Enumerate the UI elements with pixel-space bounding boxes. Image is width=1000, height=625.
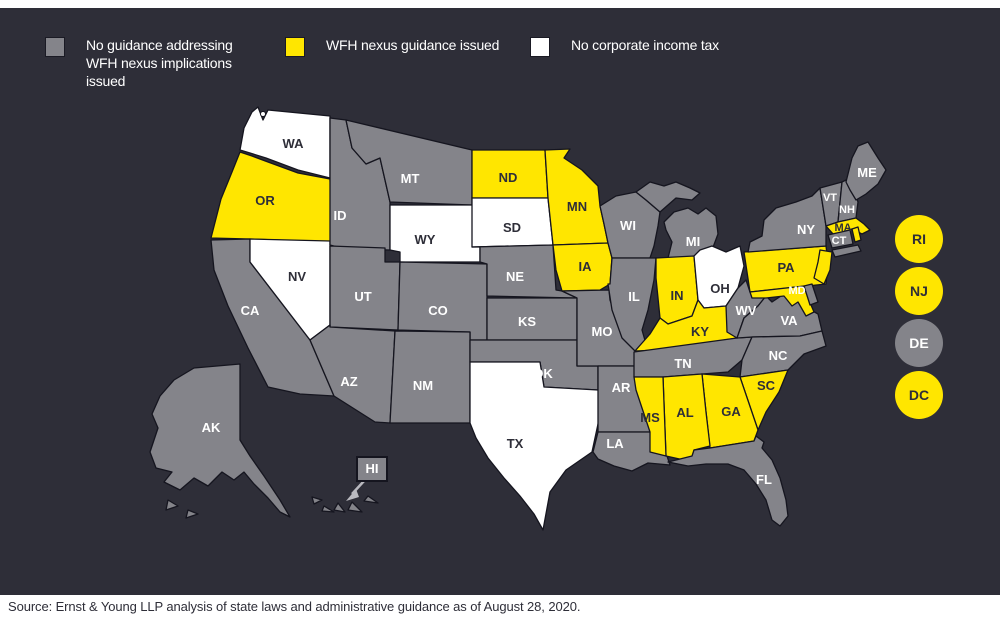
state-NM — [389, 330, 471, 424]
state-label-TN: TN — [674, 356, 691, 371]
legend-item-no-tax: No corporate income tax — [530, 36, 719, 57]
legend-label-guidance-issued: WFH nexus guidance issued — [326, 37, 500, 53]
legend-swatch-gray — [45, 37, 65, 57]
state-UT — [329, 245, 401, 331]
wa-island-dot — [260, 111, 266, 117]
state-label-MS: MS — [640, 410, 660, 425]
state-label-WI: WI — [620, 218, 636, 233]
state-label-CO: CO — [428, 303, 448, 318]
state-label-WA: WA — [283, 136, 305, 151]
state-label-GA: GA — [721, 404, 741, 419]
hawaii-callout-box — [356, 456, 388, 482]
state-DE — [803, 283, 819, 306]
state-label-MD: MD — [788, 285, 805, 297]
state-WA — [239, 106, 331, 179]
hawaii-arrowhead — [346, 489, 359, 501]
state-label-NC: NC — [769, 348, 788, 363]
legend-swatch-white — [530, 37, 550, 57]
state-label-OK: OK — [533, 366, 553, 381]
callout-label-DE: DE — [909, 335, 928, 351]
state-label-KS: KS — [518, 314, 536, 329]
state-label-ME: ME — [857, 165, 877, 180]
state-TX — [469, 361, 605, 531]
state-label-VA: VA — [780, 313, 798, 328]
state-label-SC: SC — [757, 378, 776, 393]
state-label-NH: NH — [839, 204, 855, 216]
state-label-OR: OR — [255, 193, 275, 208]
state-label-NY: NY — [797, 222, 815, 237]
state-shapes — [149, 106, 887, 531]
legend-label-no-tax: No corporate income tax — [571, 37, 719, 53]
bottom-white-strip — [0, 595, 1000, 625]
state-RI — [851, 226, 862, 243]
callout-label-NJ: NJ — [910, 283, 928, 299]
legend-swatch-yellow — [285, 37, 305, 57]
top-white-strip — [0, 0, 1000, 8]
state-label-CT: CT — [832, 235, 847, 247]
state-label-NM: NM — [413, 378, 433, 393]
hawaii-callout: HI — [346, 456, 388, 501]
source-text: Source: Ernst & Young LLP analysis of st… — [8, 599, 581, 614]
state-label-OH: OH — [710, 281, 730, 296]
state-label-MN: MN — [567, 199, 587, 214]
state-NY-long-island — [831, 244, 862, 258]
state-label-CA: CA — [241, 303, 260, 318]
state-labels: WA OR CA NV ID MT WY UT CO AZ NM ND SD N… — [202, 136, 877, 487]
state-label-VT: VT — [823, 192, 837, 204]
state-label-LA: LA — [606, 436, 624, 451]
state-FL — [667, 435, 789, 527]
state-label-WY: WY — [415, 232, 436, 247]
state-MS — [633, 376, 667, 457]
state-label-MO: MO — [592, 324, 613, 339]
small-state-callouts: RI NJ DE DC — [895, 215, 943, 419]
state-label-MI: MI — [686, 234, 700, 249]
state-label-IN: IN — [671, 288, 684, 303]
state-label-AZ: AZ — [340, 374, 357, 389]
state-label-WV: WV — [736, 303, 757, 318]
state-label-FL: FL — [756, 472, 772, 487]
state-label-ID: ID — [334, 208, 347, 223]
state-label-AR: AR — [612, 380, 631, 395]
hawaii-islands — [311, 495, 379, 513]
state-MN — [544, 148, 609, 246]
state-label-ND: ND — [499, 170, 518, 185]
callout-DC: DC — [895, 371, 943, 419]
state-label-AK: AK — [202, 420, 221, 435]
callout-label-DC: DC — [909, 387, 929, 403]
state-AK — [149, 363, 291, 518]
alaska-islets — [165, 499, 199, 519]
state-ME — [845, 141, 887, 201]
legend-item-no-guidance: No guidance addressing WFH nexus implica… — [45, 36, 285, 90]
state-label-AL: AL — [676, 405, 693, 420]
state-label-NV: NV — [288, 269, 306, 284]
state-CO — [397, 261, 488, 341]
callout-RI: RI — [895, 215, 943, 263]
state-MI — [635, 181, 719, 259]
state-label-HI: HI — [366, 461, 379, 476]
state-label-TX: TX — [507, 436, 524, 451]
state-label-KY: KY — [691, 324, 709, 339]
state-WI — [599, 191, 661, 259]
callout-NJ: NJ — [895, 267, 943, 315]
state-label-MA: MA — [834, 222, 851, 234]
state-NY — [747, 187, 827, 253]
state-label-UT: UT — [354, 289, 371, 304]
legend-item-guidance-issued: WFH nexus guidance issued — [285, 36, 499, 57]
state-label-SD: SD — [503, 220, 521, 235]
callout-DE: DE — [895, 319, 943, 367]
state-NJ — [813, 249, 833, 285]
legend-label-no-guidance: No guidance addressing WFH nexus implica… — [86, 37, 233, 89]
state-label-MT: MT — [401, 171, 420, 186]
state-label-NE: NE — [506, 269, 524, 284]
state-NC — [739, 330, 827, 378]
state-CT — [827, 229, 854, 249]
state-label-IL: IL — [628, 289, 640, 304]
state-label-PA: PA — [777, 260, 795, 275]
callout-label-RI: RI — [912, 231, 926, 247]
state-label-IA: IA — [579, 259, 593, 274]
state-NE — [471, 244, 578, 299]
